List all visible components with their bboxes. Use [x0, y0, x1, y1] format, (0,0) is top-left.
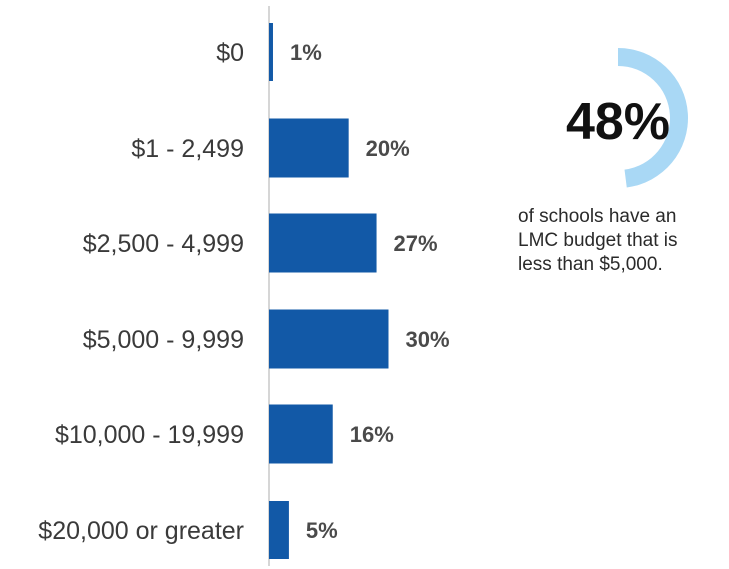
- category-label-3: $5,000 - 9,999: [83, 326, 244, 354]
- callout-line-2: LMC budget that is: [518, 230, 678, 251]
- donut-percent-label: 48%: [566, 93, 670, 151]
- bar-1: [269, 118, 349, 178]
- bar-0: [269, 23, 273, 81]
- value-label-1: 20%: [366, 136, 410, 161]
- value-label-2: 27%: [394, 231, 438, 256]
- category-label-5: $20,000 or greater: [38, 517, 244, 545]
- callout-text: of schools have an LMC budget that is le…: [518, 205, 728, 277]
- category-label-4: $10,000 - 19,999: [55, 421, 244, 449]
- value-label-5: 5%: [306, 518, 338, 543]
- bars-group: $0 1% $1 - 2,499 20% $2,500 - 4,999 27% $5,000…: [38, 23, 450, 559]
- callout-line-1: of schools have an: [518, 206, 677, 227]
- bar-4: [269, 404, 333, 464]
- donut-callout: 48%: [566, 48, 688, 188]
- category-label-0: $0: [216, 39, 244, 67]
- bar-5: [269, 501, 289, 559]
- donut-ring-segment: [618, 48, 688, 188]
- callout-line-3: less than $5,000.: [518, 254, 663, 275]
- value-label-4: 16%: [350, 422, 394, 447]
- category-label-2: $2,500 - 4,999: [83, 230, 244, 258]
- bar-2: [269, 213, 377, 273]
- value-label-0: 1%: [290, 40, 322, 65]
- category-label-1: $1 - 2,499: [131, 135, 244, 163]
- bar-3: [269, 309, 389, 369]
- value-label-3: 30%: [406, 327, 450, 352]
